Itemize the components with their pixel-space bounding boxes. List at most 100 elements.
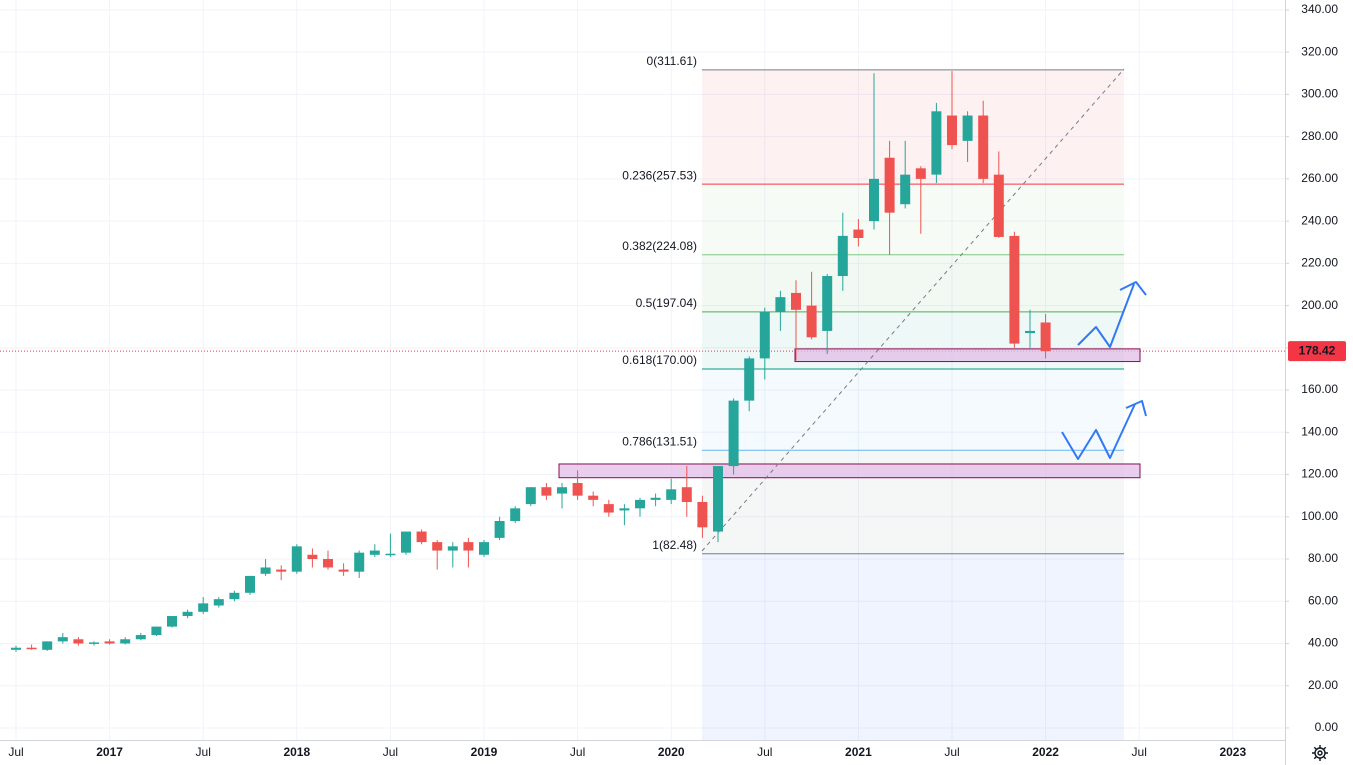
candle-body [962, 115, 973, 141]
fib-level-label: 0.5(197.04) [636, 296, 697, 310]
candle-body [635, 499, 645, 509]
candle-body [713, 466, 723, 532]
candle-body [385, 553, 396, 556]
candle-body [42, 641, 53, 650]
candle-body [822, 276, 833, 331]
candle-body [447, 546, 458, 551]
candle-body [432, 542, 443, 551]
candle-body [26, 647, 37, 650]
fib-band [702, 184, 1124, 255]
arrow-upper-head [1119, 281, 1147, 296]
fib-band [702, 553, 1124, 740]
candle-body [853, 229, 864, 239]
candle-body [463, 542, 474, 551]
y-tick-label: 280.00 [1301, 129, 1338, 143]
candle-body [744, 358, 755, 401]
y-tick-label: 240.00 [1301, 213, 1338, 227]
grid [0, 0, 1285, 740]
x-tick-label: 2023 [1219, 745, 1246, 759]
settings-icon-teeth [1312, 745, 1328, 761]
candle-body [588, 495, 599, 500]
x-tick-label: Jul [1132, 745, 1147, 759]
fib-level-label: 0(311.61) [647, 54, 697, 68]
y-tick-label: 200.00 [1301, 298, 1338, 312]
last-price-label: 178.42 [1299, 343, 1336, 357]
y-tick-label: 60.00 [1308, 593, 1338, 607]
candle-body [276, 569, 287, 572]
x-tick-label: 2021 [845, 745, 872, 759]
trend-line [701, 68, 1125, 552]
y-tick-label: 0.00 [1315, 720, 1339, 734]
settings-icon[interactable] [1312, 745, 1328, 761]
candle-body [681, 487, 692, 502]
y-tick-label: 140.00 [1301, 424, 1338, 438]
candle-body [369, 550, 380, 555]
candle-body [135, 635, 146, 640]
fib-level-label: 0.786(131.51) [622, 434, 697, 448]
candle-body [479, 542, 489, 555]
candle-body [837, 235, 848, 277]
candle-body [323, 559, 333, 568]
candle-body [260, 567, 271, 574]
support-zone [558, 463, 1141, 479]
support-zone [794, 348, 1141, 363]
y-tick-label: 220.00 [1301, 256, 1338, 270]
fib-band [702, 254, 1124, 312]
fib-level-label: 0.236(257.53) [622, 168, 697, 182]
fib-band [702, 69, 1124, 185]
candle-body [869, 178, 879, 222]
candle-body [650, 497, 661, 500]
candle-body [1009, 235, 1020, 344]
candle-body [697, 501, 708, 528]
x-tick-label: Jul [196, 745, 211, 759]
candle-body [416, 531, 427, 543]
candle-body [151, 626, 162, 636]
candle-body [11, 647, 21, 650]
arrow-lower [1061, 403, 1136, 460]
axes: 0.00 20.00 40.00 60.00 80.00 100.00 120.00 140.… [8, 2, 1346, 759]
candle-body [759, 311, 770, 359]
candle-body [603, 504, 614, 513]
fib-level-label: 1(82.48) [652, 538, 697, 552]
candle-body [510, 508, 521, 521]
candle-body [791, 292, 801, 310]
candle-body [619, 508, 630, 511]
x-tick-label: 2017 [96, 745, 123, 759]
projection-arrows [1061, 281, 1147, 460]
settings-icon-hub [1317, 750, 1323, 756]
x-tick-label: 2019 [471, 745, 498, 759]
fib-band [702, 368, 1124, 451]
candle-body [307, 554, 318, 560]
candle-body [73, 639, 84, 644]
candle-body [89, 642, 99, 644]
candle-body [1025, 330, 1035, 334]
fib-level-label: 0.382(224.08) [622, 239, 697, 253]
y-tick-label: 40.00 [1308, 636, 1338, 650]
candle-body [947, 115, 957, 146]
candle-body [525, 487, 536, 505]
y-tick-label: 120.00 [1301, 467, 1338, 481]
x-tick-label: Jul [757, 745, 772, 759]
candle-body [728, 400, 739, 467]
x-tick-label: Jul [570, 745, 585, 759]
candle-body [978, 115, 989, 179]
candle-body [557, 487, 567, 494]
candle-body [900, 174, 911, 205]
x-tick-label: 2022 [1032, 745, 1059, 759]
candle-body [198, 603, 209, 612]
candle-body [213, 599, 224, 606]
candle-body [291, 546, 302, 572]
candle-body [401, 531, 411, 553]
x-tick-label: Jul [8, 745, 23, 759]
y-tick-label: 100.00 [1301, 509, 1338, 523]
y-tick-label: 320.00 [1301, 44, 1338, 58]
candle-body [993, 174, 1004, 237]
candle-body [666, 489, 677, 500]
candle-body [354, 552, 365, 572]
candle-body [931, 111, 942, 175]
y-tick-label: 80.00 [1308, 551, 1338, 565]
candle-body [104, 641, 115, 644]
candle-body [806, 305, 817, 338]
candle-body [245, 575, 255, 593]
